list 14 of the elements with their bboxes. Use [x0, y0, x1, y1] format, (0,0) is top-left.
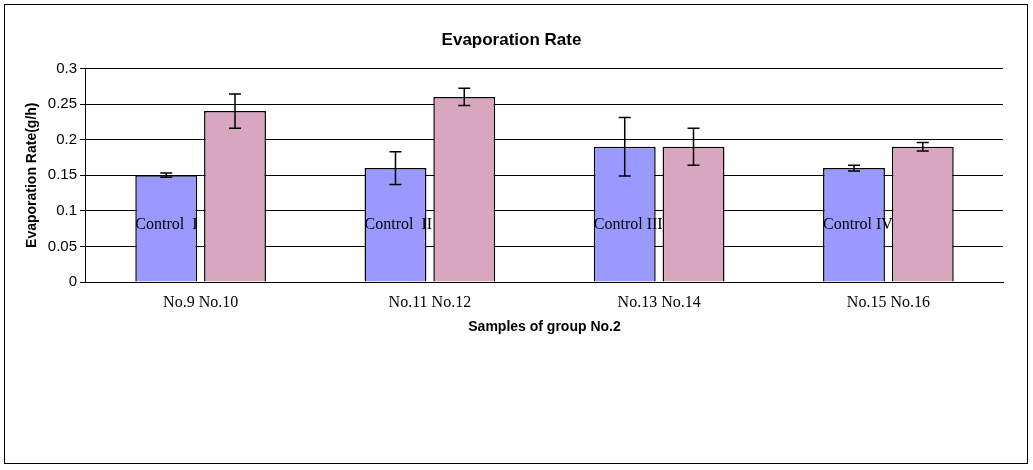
y-tick-label: 0.1	[56, 200, 77, 218]
y-tick-label: 0.15	[47, 165, 77, 183]
y-tick-label: 0	[68, 272, 77, 290]
y-tick-label: 0.25	[47, 94, 77, 112]
y-tick-label: 0.2	[56, 129, 77, 147]
chart-title: Evaporation Rate	[441, 29, 582, 49]
x-tick-label: No.13 No.14	[617, 292, 701, 310]
x-tick-label: No.15 No.16	[846, 292, 930, 310]
y-tick-label: 0.3	[56, 58, 77, 76]
x-axis-title: Samples of group No.2	[468, 318, 621, 335]
x-tick-label: No.9 No.10	[163, 292, 239, 310]
x-tick-label: No.11 No.12	[388, 292, 472, 310]
y-tick-label: 0.05	[47, 236, 77, 254]
y-axis-title: Evaporation Rate(g/h)	[23, 102, 40, 248]
